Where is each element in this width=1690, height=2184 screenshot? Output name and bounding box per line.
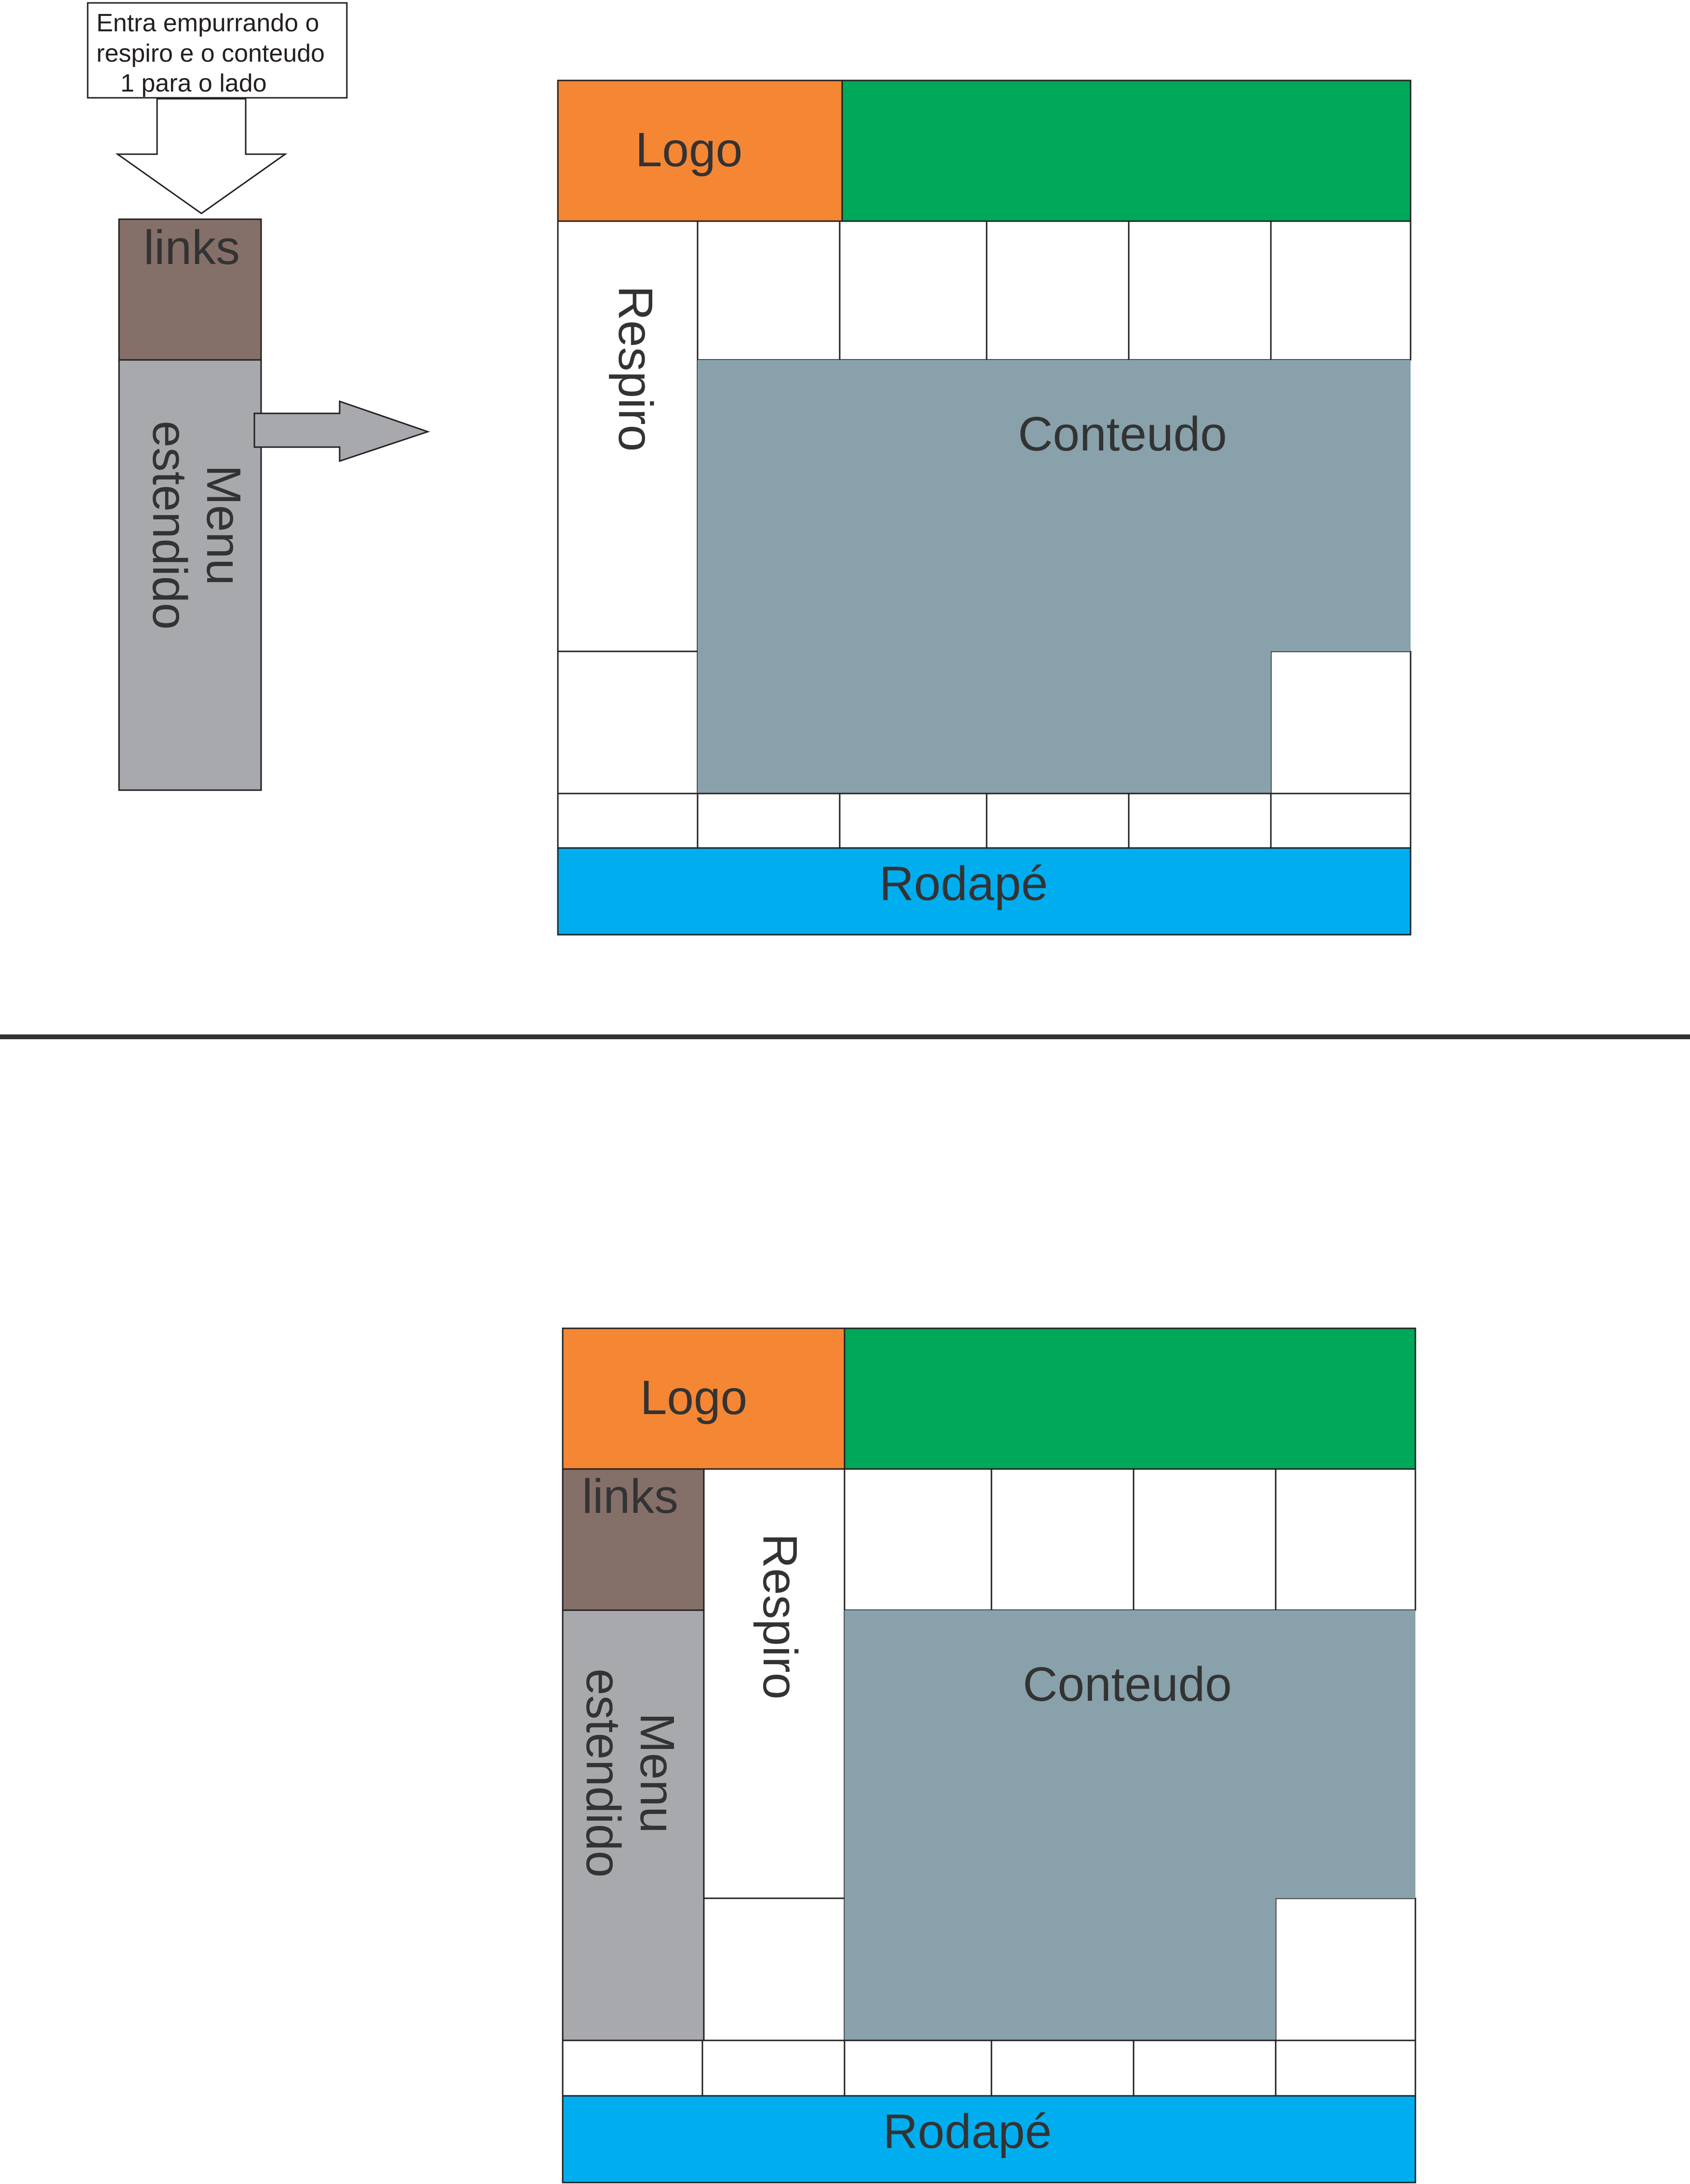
top-grid-cell	[839, 220, 988, 361]
top-grid-cell	[1128, 220, 1272, 361]
bottom-grid-cell	[703, 1897, 845, 2041]
top-respiro-block	[557, 220, 699, 652]
top-conteudo-block	[698, 360, 1411, 794]
top-grid-cell	[1270, 220, 1412, 361]
menu-extended-block	[118, 359, 262, 791]
bottom-logo-label: Logo	[640, 1371, 747, 1425]
note-line-3: 1 para o lado	[120, 69, 267, 97]
bottom-grid-cell	[701, 2039, 845, 2097]
bottom-grid-cell	[562, 2039, 703, 2097]
top-wireframe	[557, 79, 1412, 936]
top-grid-cell	[557, 650, 699, 794]
bottom-menu-label-line-2: estendido	[576, 1668, 630, 1878]
bottom-menu-extended-block	[562, 1609, 705, 2041]
bottom-grid-cell	[844, 2039, 992, 2097]
bottom-grid-cell	[1275, 2039, 1416, 2097]
note-box	[87, 2, 348, 99]
bottom-rodape-label: Rodapé	[883, 2105, 1052, 2158]
right-arrow-icon	[253, 400, 430, 463]
top-grid-cell	[1128, 793, 1272, 849]
bottom-grid-cell	[1275, 1468, 1416, 1611]
links-label: links	[144, 221, 240, 275]
bottom-grid-cell	[990, 2039, 1135, 2097]
top-grid-cell	[557, 793, 699, 849]
top-logo-label: Logo	[635, 123, 742, 177]
bottom-header-block	[844, 1327, 1416, 1470]
bottom-rodape-block	[562, 2095, 1416, 2184]
top-grid-cell	[986, 793, 1130, 849]
bottom-logo-block	[562, 1327, 845, 1470]
bottom-grid-cell	[1275, 1897, 1416, 2041]
bottom-links-label: links	[582, 1469, 678, 1523]
top-grid-cell	[986, 220, 1130, 361]
bottom-menu-label-line-1: Menu	[630, 1713, 684, 1833]
bottom-grid-cell	[990, 1468, 1135, 1611]
bottom-wireframe	[562, 1327, 1416, 2184]
top-respiro-label: Respiro	[608, 286, 662, 452]
top-grid-cell	[839, 793, 988, 849]
top-grid-cell	[1270, 793, 1412, 849]
bottom-grid-cell	[844, 1468, 992, 1611]
top-grid-cell	[697, 220, 841, 361]
bottom-grid-cell	[1133, 2039, 1277, 2097]
bottom-conteudo-block	[845, 1610, 1415, 2040]
menu-label-line-2: estendido	[143, 421, 197, 630]
top-grid-cell	[697, 793, 841, 849]
menu-label-line-1: Menu	[197, 465, 251, 585]
top-rodape-block	[557, 847, 1412, 936]
top-grid-cell	[1270, 650, 1412, 794]
links-block	[118, 218, 262, 361]
top-rodape-label: Rodapé	[879, 857, 1048, 911]
top-header-block	[841, 79, 1412, 222]
note-line-1: Entra empurrando o	[96, 9, 319, 37]
note-callout	[87, 2, 348, 99]
bottom-grid-cell	[1133, 1468, 1277, 1611]
bottom-respiro-label: Respiro	[753, 1534, 807, 1700]
bottom-conteudo-label: Conteudo	[1023, 1657, 1232, 1711]
top-conteudo-label: Conteudo	[1018, 407, 1227, 461]
down-arrow-icon	[115, 98, 288, 214]
note-line-2: respiro e o conteudo	[96, 40, 325, 67]
bottom-respiro-block	[703, 1468, 845, 1899]
top-logo-block	[557, 79, 843, 222]
